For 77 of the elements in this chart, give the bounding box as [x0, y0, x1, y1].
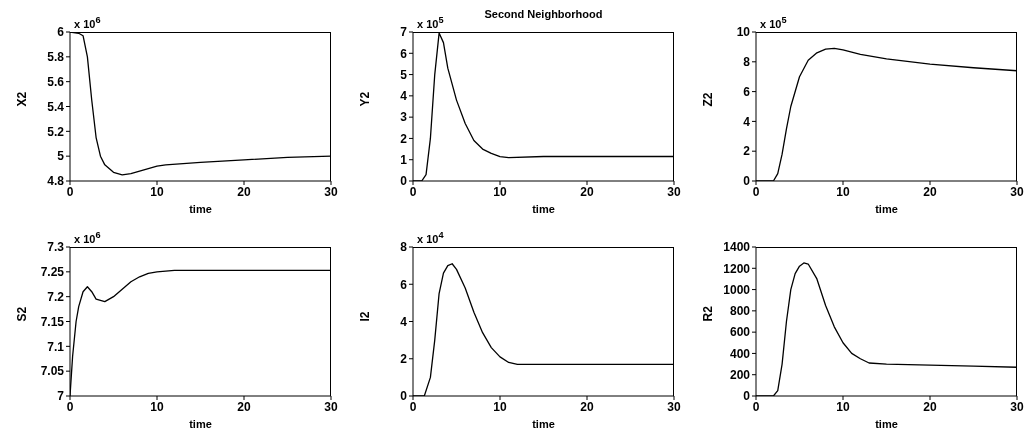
- y-tick-label: 4: [400, 314, 408, 329]
- y-tick-label: 1: [400, 152, 408, 167]
- text: x 10$^{6}$: [74, 15, 101, 30]
- x-tick-label: 30: [1010, 184, 1024, 199]
- x-tick-label: 10: [150, 184, 164, 199]
- x-axis-title: time: [189, 203, 212, 215]
- y-tick-label: 7.05: [40, 364, 65, 379]
- y-tick-label: 6: [400, 277, 408, 292]
- y-tick-label: 800: [729, 304, 751, 319]
- y-tick-label: 2: [400, 352, 408, 367]
- x-axis-title: time: [532, 418, 555, 430]
- y-tick-label: 7.3: [47, 240, 65, 255]
- y-tick-label: 0: [743, 389, 751, 404]
- y-tick-label: 4.8: [47, 174, 65, 189]
- x-axis-title: time: [189, 418, 212, 430]
- y-tick-label: 7.1: [47, 339, 65, 354]
- y-tick-label: 5.2: [47, 124, 65, 139]
- x-tick-label: 20: [237, 184, 251, 199]
- x-tick-label: 10: [493, 184, 507, 199]
- y-tick-label: 7: [400, 25, 408, 40]
- text: x 10$^{4}$: [417, 230, 444, 245]
- text: x 10$^{6}$: [74, 230, 101, 245]
- text: x 10$^{5}$: [417, 15, 444, 30]
- x-tick-label: 30: [1010, 399, 1024, 414]
- x-tick-label: 30: [667, 399, 681, 414]
- y-tick-label: 400: [729, 346, 751, 361]
- x-axis-title: time: [875, 418, 898, 430]
- chart-title: Second Neighborhood: [484, 8, 603, 20]
- x-tick-label: 10: [836, 184, 850, 199]
- y-tick-label: 5: [57, 149, 65, 164]
- y-tick-label: 6: [400, 46, 408, 61]
- y-tick-label: 7.15: [40, 314, 65, 329]
- y-tick-label: 5.4: [47, 99, 65, 114]
- x-tick-label: 20: [580, 184, 594, 199]
- y-tick-label: 1200: [723, 261, 751, 276]
- x-axis-title: time: [532, 203, 555, 215]
- y-tick-label: 200: [729, 367, 751, 382]
- x-tick-label: 20: [923, 399, 937, 414]
- y-tick-label: 1000: [723, 282, 751, 297]
- y-tick-label: 4: [743, 114, 751, 129]
- x-tick-label: 20: [580, 399, 594, 414]
- x-tick-label: 30: [324, 399, 338, 414]
- y-axis-title: S2: [15, 306, 30, 322]
- y-axis-title: X2: [15, 91, 30, 107]
- x-tick-label: 30: [667, 184, 681, 199]
- y-tick-label: 3: [400, 110, 408, 125]
- x-tick-label: 20: [923, 184, 937, 199]
- y-tick-label: 10: [736, 25, 751, 40]
- y-tick-label: 2: [400, 131, 408, 146]
- y-tick-label: 6: [57, 25, 65, 40]
- x-tick-label: 10: [836, 399, 850, 414]
- y-tick-label: 1400: [723, 240, 751, 255]
- y-tick-label: 8: [400, 240, 408, 255]
- y-axis-title: R2: [701, 305, 716, 322]
- y-tick-label: 6: [743, 84, 751, 99]
- y-tick-label: 2: [743, 144, 751, 159]
- y-axis-title: Y2: [358, 91, 373, 107]
- y-tick-label: 5.8: [47, 50, 65, 65]
- y-tick-label: 0: [743, 174, 751, 189]
- text: x 10$^{5}$: [760, 15, 787, 30]
- y-tick-label: 7.25: [40, 265, 65, 280]
- x-axis-title: time: [875, 203, 898, 215]
- y-tick-label: 7.2: [47, 289, 65, 304]
- y-tick-label: 4: [400, 89, 408, 104]
- y-tick-label: 8: [743, 55, 751, 70]
- y-tick-label: 600: [729, 325, 751, 340]
- y-axis-title: Z2: [701, 92, 716, 107]
- y-tick-label: 7: [57, 389, 65, 404]
- x-tick-label: 30: [324, 184, 338, 199]
- x-tick-label: 10: [493, 399, 507, 414]
- x-tick-label: 20: [237, 399, 251, 414]
- x-tick-label: 10: [150, 399, 164, 414]
- y-tick-label: 5.6: [47, 74, 65, 89]
- y-axis-title: I2: [358, 311, 373, 322]
- y-tick-label: 0: [400, 174, 408, 189]
- y-tick-label: 0: [400, 389, 408, 404]
- y-tick-label: 5: [400, 67, 408, 82]
